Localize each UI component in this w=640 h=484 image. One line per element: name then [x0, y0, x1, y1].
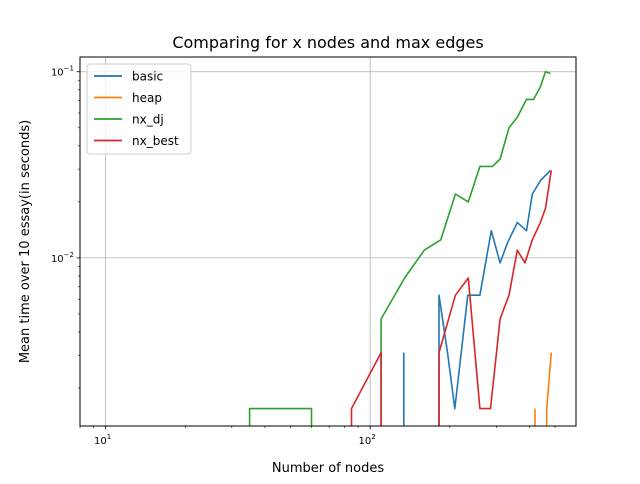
legend-label-heap: heap	[132, 91, 162, 105]
ticks-layer: 101 102 10−2 10−1	[51, 65, 556, 447]
x-tick-label: 101	[94, 433, 111, 447]
legend: basic heap nx_dj nx_best	[86, 63, 192, 155]
series-line-nx-best	[350, 351, 382, 426]
series-layer	[248, 70, 553, 426]
legend-label-nx-best: nx_best	[132, 134, 179, 148]
x-tick-label: 102	[359, 433, 376, 447]
y-tick-label: 10−1	[51, 65, 74, 79]
y-tick-label: 10−2	[51, 251, 74, 265]
series-line-nx-dj	[380, 70, 551, 426]
legend-frame	[86, 63, 192, 155]
series-line-nx-best	[438, 170, 553, 426]
series-line-nx-dj	[248, 407, 313, 426]
series-line-heap	[545, 352, 553, 426]
y-axis-label: Mean time over 10 essay(in seconds)	[18, 120, 33, 363]
legend-label-nx-dj: nx_dj	[132, 113, 164, 127]
plot-area-frame	[79, 56, 577, 427]
legend-label-basic: basic	[132, 70, 163, 84]
series-line-basic	[438, 169, 551, 426]
chart-title: Comparing for x nodes and max edges	[172, 33, 483, 52]
x-axis-label: Number of nodes	[272, 461, 384, 476]
